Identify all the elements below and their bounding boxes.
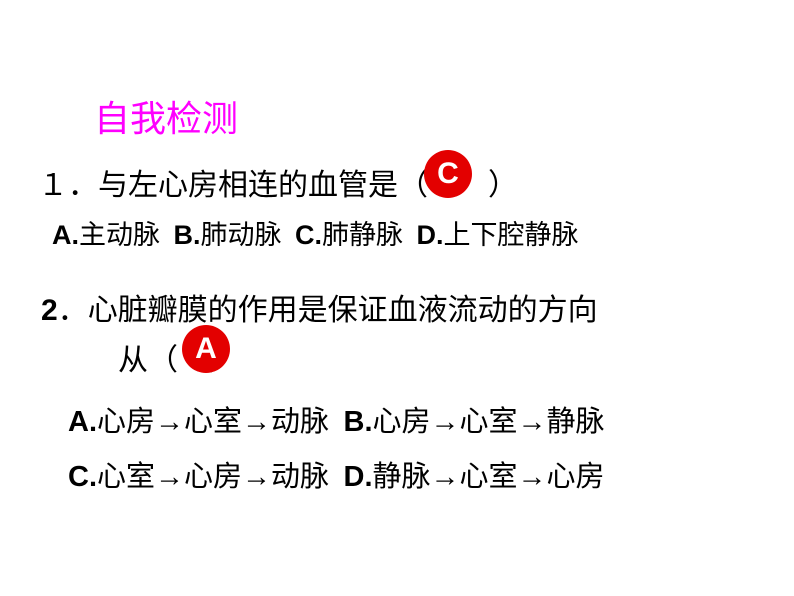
option-d-text: 上下腔静脉 [444,220,579,250]
option-2d-label: D. [344,461,373,493]
question-1-answer-letter: C [437,157,459,191]
question-2-number: 2 [41,294,58,327]
question-2-line1: 2．心脏瓣膜的作用是保证血液流动的方向 [41,285,598,329]
question-2-answer-letter: A [195,332,217,366]
question-2-answer-badge: A [182,325,230,373]
option-2a-label: A. [68,406,97,438]
question-1-options: A.主动脉 B.肺动脉 C.肺静脉 D.上下腔静脉 [52,213,579,252]
question-1-number: １． [38,169,98,202]
option-2d-text: 静脉→心室→心房 [373,461,605,493]
option-b-label: B. [174,220,201,250]
question-2-options-row1: A.心房→心室→动脉 B.心房→心室→静脉 [68,398,605,440]
option-2a-text: 心房→心室→动脉 [97,406,329,438]
option-2b-text: 心房→心室→静脉 [373,406,605,438]
question-2-stem1: 心脏瓣膜的作用是保证血液流动的方向 [88,294,598,327]
option-2c-text: 心室→心房→动脉 [97,461,329,493]
option-a-text: 主动脉 [79,220,160,250]
option-b-text: 肺动脉 [201,220,282,250]
option-2b-label: B. [344,406,373,438]
question-2-number-suffix: ． [58,294,88,327]
option-c-label: C. [295,220,322,250]
option-c-text: 肺静脉 [322,220,403,250]
question-2-stem2-before: 从（ [118,344,178,377]
question-2-options-row2: C.心室→心房→动脉 D.静脉→心室→心房 [68,453,605,495]
section-title: 自我检测 [94,90,238,142]
option-a-label: A. [52,220,79,250]
question-1-answer-badge: C [424,150,472,198]
option-d-label: D. [417,220,444,250]
option-2c-label: C. [68,461,97,493]
